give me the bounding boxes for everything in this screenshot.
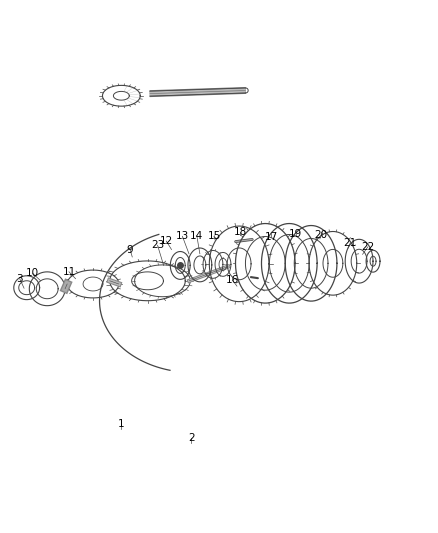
Text: 1: 1: [118, 419, 124, 429]
Text: 23: 23: [151, 240, 164, 251]
Text: 15: 15: [207, 231, 220, 241]
Text: 3: 3: [16, 273, 23, 284]
Text: 10: 10: [26, 269, 39, 278]
Text: 18: 18: [233, 227, 247, 237]
Text: 16: 16: [226, 275, 239, 285]
Text: 2: 2: [187, 433, 194, 443]
Text: 11: 11: [62, 267, 75, 277]
Text: 9: 9: [127, 245, 133, 255]
Text: 19: 19: [289, 229, 302, 239]
Text: 20: 20: [314, 230, 327, 240]
Text: 21: 21: [343, 238, 356, 248]
Text: 14: 14: [190, 231, 203, 241]
Text: 17: 17: [264, 232, 277, 243]
Text: 12: 12: [159, 236, 173, 246]
Text: 13: 13: [175, 231, 189, 241]
Text: 22: 22: [360, 242, 374, 252]
